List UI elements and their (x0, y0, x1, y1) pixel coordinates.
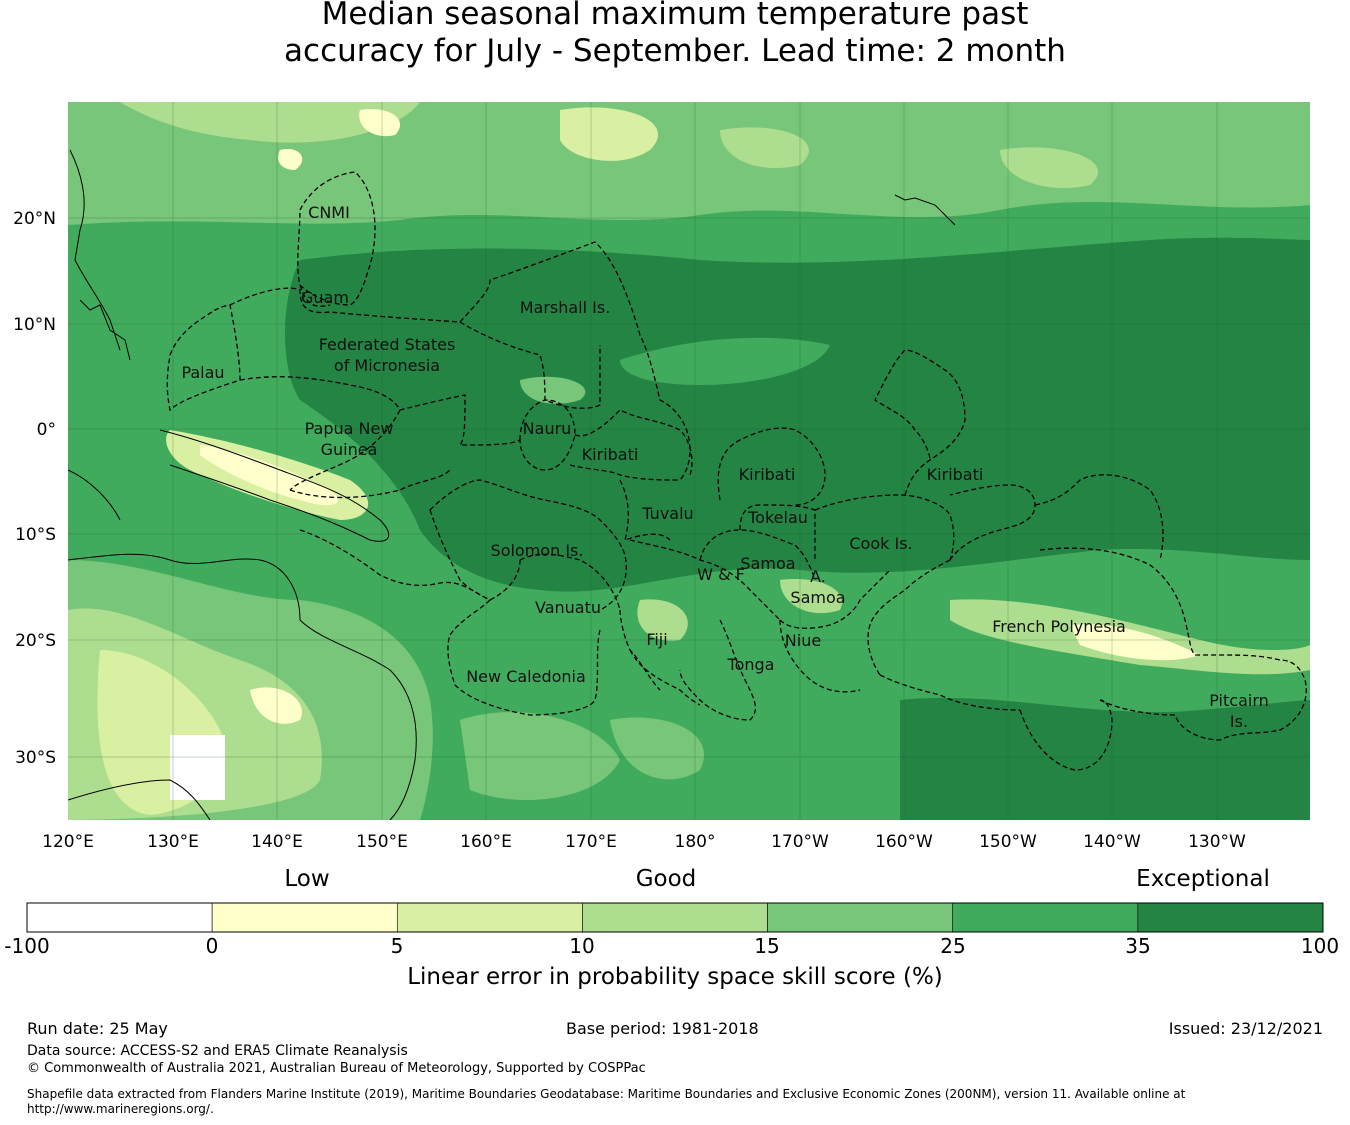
colorbar-tick: 10 (569, 934, 595, 958)
colorbar-cell (211, 902, 398, 933)
colorbar-cell (582, 902, 768, 933)
skill-field (68, 102, 1310, 820)
label-png-line2: Guinea (321, 440, 378, 459)
lon-tick: 160°W (875, 832, 933, 852)
colorbar-tick: 0 (205, 934, 219, 958)
label-tokelau: Tokelau (747, 508, 808, 527)
lon-tick: 170°E (565, 832, 617, 852)
lat-tick: 20°N (13, 209, 56, 229)
colorbar-label: Linear error in probability space skill … (407, 964, 943, 990)
lon-tick: 130°E (147, 832, 199, 852)
label-kiribati-line: Kiribati (927, 465, 984, 484)
lat-tick: 10°N (13, 315, 56, 335)
label-tuvalu: Tuvalu (641, 504, 693, 523)
shapefile-credit-line1: Shapefile data extracted from Flanders M… (27, 1087, 1186, 1101)
label-fsm-line2: of Micronesia (334, 356, 440, 375)
lat-tick: 20°S (15, 631, 56, 651)
colorbar (26, 902, 1324, 933)
lat-tick: 10°S (15, 525, 56, 545)
lon-tick: 150°W (979, 832, 1037, 852)
label-kiribati-phoenix: Kiribati (739, 465, 796, 484)
label-png-line1: Papua New (305, 419, 394, 438)
label-pitcairn-line2: Is. (1230, 712, 1248, 731)
map-title-line-1: Median seasonal maximum temperature past (321, 0, 1029, 32)
eez-boundaries (166, 171, 1307, 771)
label-american-samoa-line2: Samoa (790, 588, 845, 607)
label-fsm-line1: Federated States (319, 335, 456, 354)
label-fiji: Fiji (646, 630, 667, 649)
label-solomon-islands: Solomon Is. (491, 541, 584, 560)
map-title-line-2: accuracy for July - September. Lead time… (284, 33, 1066, 69)
label-tonga: Tonga (727, 655, 775, 674)
lon-tick: 140°W (1083, 832, 1141, 852)
label-pitcairn-line1: Pitcairn (1209, 691, 1269, 710)
skill-score-map: 120°E 130°E 140°E 150°E 160°E 170°E 180°… (13, 102, 1310, 852)
colorbar-category-exceptional: Exceptional (1136, 866, 1270, 892)
label-cook-islands: Cook Is. (849, 534, 912, 553)
region-labels: CNMI Guam Marshall Is. Federated States … (181, 203, 1268, 731)
copyright: © Commonwealth of Australia 2021, Austra… (27, 1061, 646, 1076)
lon-tick: 150°E (356, 832, 408, 852)
latitude-ticks: 20°N 10°N 0° 10°S 20°S 30°S (13, 209, 56, 768)
label-niue: Niue (785, 631, 821, 650)
label-marshall-islands: Marshall Is. (520, 298, 611, 317)
lon-tick: 160°E (460, 832, 512, 852)
label-vanuatu: Vanuatu (535, 598, 601, 617)
label-palau: Palau (181, 363, 224, 382)
label-kiribati-gilbert: Kiribati (582, 445, 639, 464)
lon-tick: 130°W (1188, 832, 1246, 852)
colorbar-tick: -100 (4, 934, 50, 958)
lon-tick: 140°E (251, 832, 303, 852)
shapefile-credit-line2: http://www.marineregions.org/. (27, 1102, 214, 1116)
label-french-polynesia: French Polynesia (992, 617, 1126, 636)
data-source: Data source: ACCESS-S2 and ERA5 Climate … (27, 1043, 408, 1059)
label-new-caledonia: New Caledonia (466, 667, 586, 686)
colorbar-category-good: Good (635, 866, 697, 892)
colorbar-cell (396, 902, 583, 933)
lon-tick: 170°W (771, 832, 829, 852)
label-american-samoa-line1: A. (810, 567, 826, 586)
run-date: Run date: 25 May (27, 1019, 168, 1038)
label-samoa: Samoa (740, 554, 795, 573)
base-period: Base period: 1981-2018 (566, 1019, 759, 1038)
lon-tick: 180° (675, 832, 716, 852)
colorbar-cell (1137, 902, 1324, 933)
label-cnmi: CNMI (308, 203, 350, 222)
issued-date: Issued: 23/12/2021 (1168, 1019, 1323, 1038)
colorbar-category-low: Low (284, 866, 330, 892)
label-nauru: Nauru (523, 419, 572, 438)
colorbar-tick: 25 (940, 934, 966, 958)
colorbar-cell (767, 902, 954, 933)
colorbar-tick: 15 (754, 934, 780, 958)
lon-tick: 120°E (42, 832, 94, 852)
longitude-ticks: 120°E 130°E 140°E 150°E 160°E 170°E 180°… (42, 832, 1246, 852)
colorbar-tick: 5 (390, 934, 404, 958)
colorbar-cell (952, 902, 1139, 933)
colorbar-tick: 100 (1300, 934, 1340, 958)
label-guam: Guam (301, 288, 349, 307)
colorbar-cell (26, 902, 213, 933)
lat-tick: 0° (37, 420, 56, 440)
label-wallis-futuna: W & F (697, 565, 745, 584)
colorbar-tick: 35 (1125, 934, 1151, 958)
lat-tick: 30°S (15, 748, 56, 768)
